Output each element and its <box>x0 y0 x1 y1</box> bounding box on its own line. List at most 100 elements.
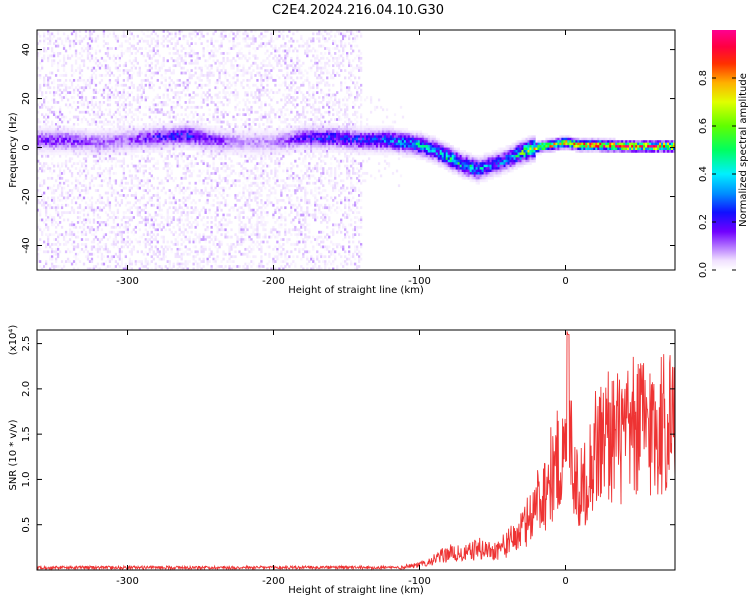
spectrogram-cell <box>42 49 46 53</box>
spectrogram-cell <box>138 208 141 212</box>
spectrogram-cell <box>196 137 199 141</box>
spectrogram-cell <box>46 228 50 232</box>
spectrogram-cell <box>248 145 251 148</box>
spectrogram-cell <box>254 184 257 188</box>
spectrogram-cell <box>240 238 243 241</box>
spectrogram-cell <box>232 132 235 136</box>
spectrogram-cell <box>262 225 265 229</box>
spectrogram-cell <box>194 125 197 129</box>
spectrogram-cell <box>226 120 229 124</box>
spectrogram-cell <box>180 54 183 58</box>
spectrogram-cell <box>66 145 70 148</box>
spectrogram-cell <box>164 88 167 92</box>
spectrogram-cell <box>62 262 66 266</box>
spectrogram-cell <box>72 186 76 190</box>
spectrogram-cell <box>222 140 225 143</box>
spectrogram-cell <box>114 235 118 239</box>
spectrogram-cell <box>158 223 161 227</box>
spectrogram-cell <box>262 59 265 63</box>
spectrogram-cell <box>64 203 68 207</box>
spectrogram-cell <box>82 132 86 136</box>
spectrogram-cell <box>214 127 217 131</box>
spectrogram-cell <box>184 125 187 129</box>
spectrogram-cell <box>228 252 231 256</box>
spectrogram-cell <box>224 218 227 222</box>
spectrogram-cell <box>110 230 114 234</box>
spectrogram-cell <box>136 179 139 183</box>
spectrogram-cell <box>126 91 130 94</box>
spectrogram-cell <box>78 69 82 72</box>
spectrogram-cell <box>78 196 82 200</box>
spectrogram-cell <box>254 145 257 148</box>
spectrogram-cell <box>114 132 118 136</box>
spectrogram-cell <box>246 179 249 183</box>
spectrogram-cell <box>208 164 211 168</box>
spectrogram-cell <box>78 191 82 195</box>
spectrogram-cell <box>174 32 177 36</box>
spectrogram-cell <box>244 137 247 141</box>
spectrogram-cell <box>248 194 251 197</box>
spectrogram-cell <box>88 225 92 229</box>
spectrogram-cell <box>222 176 225 180</box>
spectrogram-cell <box>82 81 86 85</box>
spectrogram-cell <box>256 142 259 146</box>
spectrogram-cell <box>220 152 223 156</box>
spectrogram-cell <box>154 213 157 217</box>
spectrogram-cell <box>136 105 139 109</box>
spectrogram-cell <box>72 267 76 271</box>
spectrogram-cell <box>244 186 247 190</box>
spectrogram-cell <box>146 201 149 205</box>
spectrogram-cell <box>110 132 114 136</box>
spectrogram-cell <box>102 169 106 173</box>
spectrogram-cell <box>238 216 241 219</box>
spectrogram-cell <box>50 125 54 129</box>
spectrogram-cell <box>72 245 76 249</box>
spectrogram-cell <box>80 225 84 229</box>
spectrogram-cell <box>258 140 261 143</box>
spectrogram-cell <box>242 191 245 195</box>
spectrogram-cell <box>218 120 221 124</box>
spectrogram-cell <box>114 150 118 153</box>
spectrogram-cell <box>230 64 233 68</box>
spectrogram-cell <box>198 247 201 251</box>
spectrogram-cell <box>266 56 269 60</box>
spectrogram-cell <box>184 218 187 222</box>
spectrogram-cell <box>150 260 153 263</box>
spectrogram-cell <box>206 164 209 168</box>
spectrogram-cell <box>216 125 219 129</box>
spectrogram-cell <box>256 47 259 50</box>
spectrogram-cell <box>136 49 139 53</box>
spectrogram-cell <box>248 113 251 117</box>
spectrogram-cell <box>238 56 241 60</box>
spectrogram-cell <box>242 127 245 131</box>
spectrogram-cell <box>46 218 50 222</box>
spectrogram-cell <box>160 147 163 151</box>
spectrogram-cell <box>174 240 177 244</box>
spectrogram-cell <box>60 189 64 192</box>
spectrogram-cell <box>260 152 263 156</box>
spectrogram-cell <box>68 137 72 141</box>
spectrogram-cell <box>80 78 84 82</box>
spectrogram-cell <box>146 78 149 82</box>
spectrogram-cell <box>192 245 195 249</box>
spectrogram-cell <box>240 47 243 50</box>
spectrogram-cell <box>134 230 137 234</box>
spectrogram-cell <box>234 184 237 188</box>
spectrogram-cell <box>154 59 157 63</box>
spectrogram-cell <box>72 135 76 139</box>
spectrogram-cell <box>260 245 263 249</box>
spectrogram-cell <box>140 262 143 266</box>
spectrogram-cell <box>220 135 223 139</box>
spectrogram-cell <box>234 96 237 99</box>
spectrogram-cell <box>72 142 76 146</box>
spectrogram-cell <box>160 245 163 249</box>
spectrogram-cell <box>37 74 40 77</box>
spectrogram-cell <box>104 247 108 251</box>
spectrogram-cell <box>64 230 68 234</box>
spectrogram-cell <box>260 159 263 163</box>
spectrogram-cell <box>166 157 169 161</box>
spectrogram-cell <box>68 118 72 121</box>
spectrogram-cell <box>152 147 155 151</box>
spectrogram-cell <box>174 157 177 161</box>
spectrogram-cell <box>174 44 177 48</box>
